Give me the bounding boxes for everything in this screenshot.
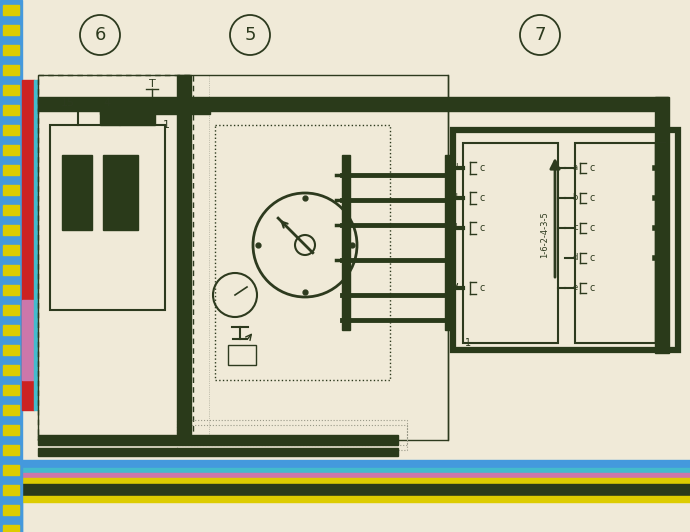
Text: c: c bbox=[590, 163, 595, 173]
Text: c: c bbox=[480, 283, 485, 293]
Bar bbox=[3, 505, 19, 515]
Text: II: II bbox=[453, 194, 458, 203]
Bar bbox=[62, 155, 92, 230]
Text: c: c bbox=[590, 193, 595, 203]
Bar bbox=[38, 435, 398, 445]
Bar bbox=[3, 185, 19, 195]
Text: 15: 15 bbox=[61, 98, 75, 108]
Bar bbox=[3, 65, 19, 75]
Bar bbox=[3, 165, 19, 175]
Bar bbox=[445, 155, 453, 330]
Bar bbox=[0, 0, 22, 532]
Bar bbox=[38, 75, 448, 440]
Bar bbox=[0, 468, 690, 473]
Bar bbox=[3, 265, 19, 275]
Bar bbox=[3, 105, 19, 115]
Bar bbox=[191, 75, 209, 440]
Bar bbox=[0, 484, 690, 496]
Text: III: III bbox=[451, 223, 458, 232]
Bar bbox=[34, 80, 37, 410]
Bar bbox=[0, 473, 690, 478]
Bar bbox=[3, 445, 19, 455]
Bar bbox=[177, 75, 191, 440]
Bar bbox=[3, 525, 19, 532]
Bar bbox=[3, 205, 19, 215]
Bar bbox=[3, 385, 19, 395]
Bar bbox=[3, 525, 19, 532]
Text: 6: 6 bbox=[95, 26, 106, 44]
Bar bbox=[38, 97, 668, 111]
Bar bbox=[215, 125, 390, 380]
Bar bbox=[3, 145, 19, 155]
Bar bbox=[453, 130, 678, 350]
Bar bbox=[22, 80, 34, 410]
Bar bbox=[3, 5, 19, 15]
Text: a: a bbox=[573, 163, 578, 172]
Bar bbox=[3, 405, 19, 415]
Text: c: c bbox=[480, 223, 485, 233]
Text: 5: 5 bbox=[244, 26, 256, 44]
Bar bbox=[0, 496, 690, 502]
Text: IV: IV bbox=[450, 284, 458, 293]
Text: c: c bbox=[480, 163, 485, 173]
Text: c: c bbox=[590, 253, 595, 263]
Bar bbox=[22, 300, 34, 380]
Bar bbox=[38, 448, 398, 456]
Bar bbox=[3, 245, 19, 255]
Bar bbox=[3, 85, 19, 95]
Bar bbox=[177, 425, 407, 445]
Text: 7: 7 bbox=[534, 26, 546, 44]
Text: d: d bbox=[573, 254, 578, 262]
Bar bbox=[3, 485, 19, 495]
Bar bbox=[463, 143, 558, 343]
Bar bbox=[3, 25, 19, 35]
Bar bbox=[38, 75, 193, 440]
Text: I: I bbox=[455, 163, 458, 172]
Text: c: c bbox=[480, 193, 485, 203]
Bar bbox=[3, 345, 19, 355]
Bar bbox=[575, 143, 665, 343]
Bar bbox=[3, 285, 19, 295]
Bar bbox=[3, 125, 19, 135]
Bar bbox=[50, 125, 165, 310]
Bar bbox=[3, 505, 19, 515]
Text: 1-6-2-4-3-5: 1-6-2-4-3-5 bbox=[540, 212, 549, 259]
Bar bbox=[100, 100, 155, 125]
Bar bbox=[3, 225, 19, 235]
Bar bbox=[655, 97, 669, 353]
Bar bbox=[228, 345, 256, 365]
Text: e: e bbox=[573, 284, 578, 293]
Text: T: T bbox=[148, 79, 155, 89]
Bar bbox=[3, 465, 19, 475]
Text: 4: 4 bbox=[104, 98, 110, 108]
Text: IV: IV bbox=[450, 284, 458, 293]
Bar bbox=[100, 100, 210, 114]
Bar bbox=[655, 143, 667, 343]
Text: c: c bbox=[590, 283, 595, 293]
Text: b: b bbox=[573, 194, 578, 203]
Bar bbox=[342, 155, 350, 330]
Bar bbox=[0, 478, 690, 484]
Bar bbox=[3, 365, 19, 375]
Bar bbox=[3, 465, 19, 475]
Bar bbox=[0, 460, 690, 468]
Text: c: c bbox=[590, 223, 595, 233]
Bar bbox=[3, 485, 19, 495]
Bar bbox=[0, 460, 22, 532]
Bar bbox=[3, 425, 19, 435]
Bar bbox=[177, 420, 407, 450]
Bar bbox=[3, 45, 19, 55]
Bar bbox=[3, 305, 19, 315]
Text: c: c bbox=[573, 223, 578, 232]
Text: 1: 1 bbox=[465, 338, 471, 348]
Bar bbox=[103, 155, 138, 230]
Bar bbox=[3, 325, 19, 335]
Text: 1: 1 bbox=[163, 120, 170, 130]
